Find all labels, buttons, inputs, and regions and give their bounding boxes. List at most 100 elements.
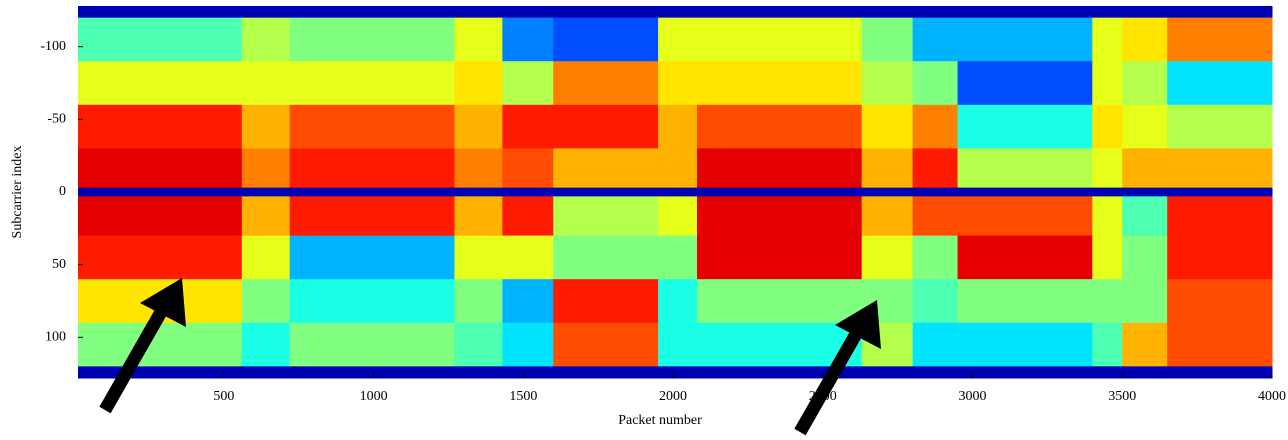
heat-cell bbox=[553, 104, 659, 149]
heat-cell bbox=[957, 148, 1093, 189]
heat-cell bbox=[553, 279, 659, 324]
heat-cell bbox=[957, 61, 1093, 106]
heat-cell bbox=[861, 187, 914, 197]
heat-cell bbox=[1092, 235, 1123, 280]
heat-cell bbox=[957, 366, 1093, 379]
heat-cell bbox=[861, 196, 914, 237]
x-tick-label: 3000 bbox=[959, 389, 987, 404]
heat-cell bbox=[502, 61, 554, 106]
heat-cell bbox=[553, 366, 659, 379]
heat-cell bbox=[1122, 6, 1168, 19]
heat-cell bbox=[454, 196, 503, 237]
heat-cell bbox=[78, 196, 243, 237]
heat-cell bbox=[454, 17, 503, 62]
heat-cell bbox=[241, 187, 291, 197]
heat-cell bbox=[502, 6, 554, 19]
heat-cell bbox=[502, 235, 554, 280]
heat-cell bbox=[1122, 196, 1168, 237]
arrow-shaft bbox=[99, 301, 171, 414]
heat-cell bbox=[553, 196, 659, 237]
heat-cell bbox=[553, 187, 659, 197]
heat-cell bbox=[658, 235, 698, 280]
y-tick-label: -100 bbox=[40, 39, 66, 54]
heat-cell bbox=[502, 322, 554, 367]
heat-cell bbox=[78, 61, 243, 106]
heat-cell bbox=[697, 187, 863, 197]
heat-cell bbox=[454, 279, 503, 324]
heat-cell bbox=[78, 235, 243, 280]
heat-cell bbox=[912, 196, 959, 237]
x-tick-label: 2000 bbox=[659, 389, 687, 404]
heat-cell bbox=[1167, 61, 1273, 106]
heat-cell bbox=[241, 148, 291, 189]
heat-cell bbox=[697, 235, 863, 280]
heat-cell bbox=[957, 104, 1093, 149]
heat-cell bbox=[861, 61, 914, 106]
heat-cell bbox=[1092, 196, 1123, 237]
heat-cell bbox=[553, 17, 659, 62]
heat-cell bbox=[697, 196, 863, 237]
heat-cell bbox=[289, 235, 455, 280]
heat-cell bbox=[454, 148, 503, 189]
y-tick-label: 50 bbox=[52, 257, 66, 272]
heat-cell bbox=[658, 148, 698, 189]
heatmap bbox=[78, 6, 1273, 379]
heat-cell bbox=[289, 322, 455, 367]
heat-cell bbox=[658, 187, 698, 197]
heat-cell bbox=[912, 366, 959, 379]
arrow-head bbox=[835, 300, 881, 349]
heat-cell bbox=[1092, 322, 1123, 367]
heat-cell bbox=[861, 366, 914, 379]
x-tick-label: 3500 bbox=[1108, 389, 1136, 404]
heat-cell bbox=[289, 366, 455, 379]
heat-cell bbox=[1092, 366, 1123, 379]
heat-cell bbox=[1122, 187, 1168, 197]
heat-cell bbox=[912, 17, 959, 62]
heat-cell bbox=[861, 6, 914, 19]
heat-cell bbox=[241, 196, 291, 237]
heat-cell bbox=[1167, 196, 1273, 237]
heat-cell bbox=[861, 148, 914, 189]
heat-cell bbox=[1092, 61, 1123, 106]
heat-cell bbox=[78, 6, 243, 19]
heat-cell bbox=[502, 104, 554, 149]
heat-cell bbox=[1122, 279, 1168, 324]
heat-cell bbox=[957, 196, 1093, 237]
axes: 5001000150020002500300035004000-100-5005… bbox=[40, 39, 1286, 404]
heat-cell bbox=[241, 61, 291, 106]
heat-cell bbox=[957, 17, 1093, 62]
heat-cell bbox=[241, 17, 291, 62]
heat-cell bbox=[289, 148, 455, 189]
heat-cell bbox=[1092, 187, 1123, 197]
heat-cell bbox=[697, 366, 863, 379]
heat-cell bbox=[912, 279, 959, 324]
heat-cell bbox=[289, 6, 455, 19]
heat-cell bbox=[697, 104, 863, 149]
x-tick-label: 1500 bbox=[509, 389, 537, 404]
heat-cell bbox=[241, 104, 291, 149]
heat-cell bbox=[454, 322, 503, 367]
heat-cell bbox=[1167, 235, 1273, 280]
heat-cell bbox=[241, 235, 291, 280]
heat-cell bbox=[454, 187, 503, 197]
heat-cell bbox=[957, 279, 1093, 324]
heat-cell bbox=[1092, 17, 1123, 62]
y-tick-label: 100 bbox=[45, 330, 66, 345]
heat-cell bbox=[289, 61, 455, 106]
y-tick-label: -50 bbox=[47, 112, 66, 127]
heat-cell bbox=[1167, 104, 1273, 149]
heat-cell bbox=[454, 6, 503, 19]
heat-cell bbox=[502, 366, 554, 379]
x-tick-label: 1000 bbox=[360, 389, 388, 404]
heat-cell bbox=[697, 148, 863, 189]
heat-cell bbox=[78, 366, 243, 379]
heat-cell bbox=[697, 17, 863, 62]
heat-cell bbox=[658, 366, 698, 379]
heat-cell bbox=[553, 322, 659, 367]
heat-cell bbox=[861, 235, 914, 280]
heat-cell bbox=[289, 187, 455, 197]
heat-cell bbox=[912, 104, 959, 149]
heat-cell bbox=[78, 322, 243, 367]
heat-cell bbox=[1092, 148, 1123, 189]
